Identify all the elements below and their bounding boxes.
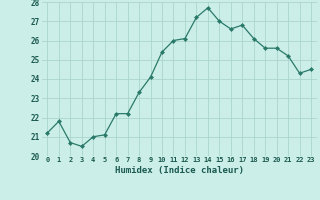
X-axis label: Humidex (Indice chaleur): Humidex (Indice chaleur) xyxy=(115,166,244,175)
